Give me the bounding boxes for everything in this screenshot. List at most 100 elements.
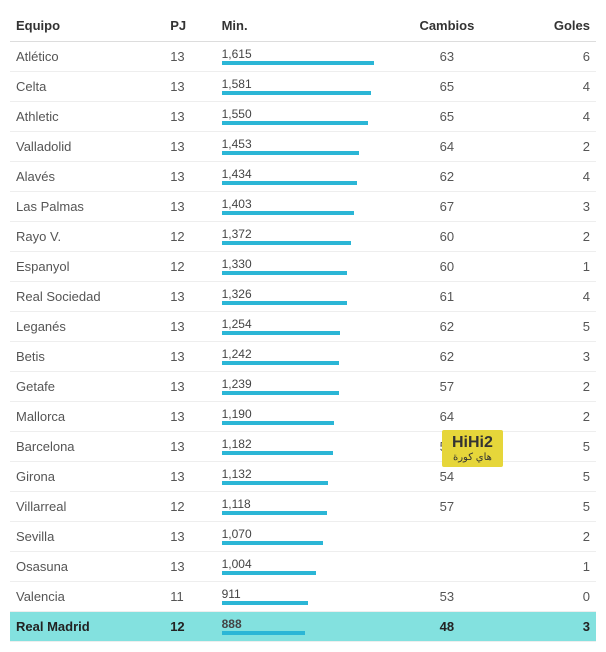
cell-pj: 11 — [164, 582, 215, 612]
cell-cambios: 65 — [380, 102, 514, 132]
min-value-label: 1,118 — [222, 498, 374, 510]
table-row: Betis131,242623 — [10, 342, 596, 372]
cell-equipo: Las Palmas — [10, 192, 164, 222]
min-bar-track — [222, 331, 374, 335]
min-bar-fill — [222, 391, 339, 395]
min-bar-fill — [222, 91, 371, 95]
cell-goles: 5 — [514, 492, 596, 522]
cell-pj: 13 — [164, 432, 215, 462]
cell-equipo: Valladolid — [10, 132, 164, 162]
cell-pj: 12 — [164, 222, 215, 252]
cell-cambios: 53 — [380, 582, 514, 612]
cell-min: 1,190 — [216, 402, 380, 432]
min-bar-fill — [222, 511, 328, 515]
cell-goles: 2 — [514, 372, 596, 402]
cell-cambios: 62 — [380, 312, 514, 342]
min-bar-fill — [222, 151, 359, 155]
min-value-label: 1,132 — [222, 468, 374, 480]
cell-equipo: Osasuna — [10, 552, 164, 582]
cell-equipo: Betis — [10, 342, 164, 372]
cell-equipo: Athletic — [10, 102, 164, 132]
cell-cambios: 61 — [380, 282, 514, 312]
cell-goles: 4 — [514, 102, 596, 132]
cell-goles: 1 — [514, 552, 596, 582]
min-bar-fill — [222, 541, 323, 545]
min-bar-track — [222, 541, 374, 545]
cell-pj: 13 — [164, 192, 215, 222]
cell-cambios: 60 — [380, 222, 514, 252]
cell-cambios: 64 — [380, 402, 514, 432]
min-bar-fill — [222, 241, 352, 245]
min-value-label: 1,326 — [222, 288, 374, 300]
cell-goles: 6 — [514, 42, 596, 72]
cell-min: 1,326 — [216, 282, 380, 312]
min-value-label: 888 — [222, 618, 374, 630]
cell-pj: 12 — [164, 252, 215, 282]
min-bar-track — [222, 241, 374, 245]
cell-cambios: 62 — [380, 162, 514, 192]
cell-cambios: 64 — [380, 132, 514, 162]
cell-min: 1,453 — [216, 132, 380, 162]
cell-equipo: Espanyol — [10, 252, 164, 282]
cell-cambios — [380, 552, 514, 582]
cell-pj: 13 — [164, 42, 215, 72]
header-row: Equipo PJ Min. Cambios Goles — [10, 10, 596, 42]
cell-goles: 2 — [514, 522, 596, 552]
stats-table: Equipo PJ Min. Cambios Goles Atlético131… — [10, 10, 596, 642]
cell-goles: 5 — [514, 462, 596, 492]
min-value-label: 1,453 — [222, 138, 374, 150]
cell-pj: 12 — [164, 612, 215, 642]
cell-goles: 5 — [514, 432, 596, 462]
table-row: Girona131,132545 — [10, 462, 596, 492]
min-value-label: 1,190 — [222, 408, 374, 420]
cell-goles: 3 — [514, 612, 596, 642]
cell-pj: 13 — [164, 102, 215, 132]
cell-min: 1,132 — [216, 462, 380, 492]
cell-pj: 13 — [164, 282, 215, 312]
table-row: Espanyol121,330601 — [10, 252, 596, 282]
cell-pj: 13 — [164, 462, 215, 492]
cell-min: 1,242 — [216, 342, 380, 372]
min-value-label: 911 — [222, 588, 374, 600]
min-value-label: 1,239 — [222, 378, 374, 390]
min-bar-track — [222, 61, 374, 65]
min-value-label: 1,254 — [222, 318, 374, 330]
cell-goles: 2 — [514, 402, 596, 432]
table-row: Alavés131,434624 — [10, 162, 596, 192]
cell-equipo: Girona — [10, 462, 164, 492]
min-bar-track — [222, 391, 374, 395]
cell-min: 1,372 — [216, 222, 380, 252]
min-bar-track — [222, 361, 374, 365]
table-row: Villarreal121,118575 — [10, 492, 596, 522]
cell-min: 1,239 — [216, 372, 380, 402]
cell-cambios: 63 — [380, 42, 514, 72]
min-bar-track — [222, 451, 374, 455]
cell-cambios: 59 — [380, 432, 514, 462]
cell-equipo: Mallorca — [10, 402, 164, 432]
cell-goles: 0 — [514, 582, 596, 612]
cell-pj: 13 — [164, 552, 215, 582]
cell-goles: 4 — [514, 282, 596, 312]
min-value-label: 1,434 — [222, 168, 374, 180]
min-bar-fill — [222, 271, 348, 275]
table-row: Sevilla131,0702 — [10, 522, 596, 552]
min-bar-fill — [222, 331, 340, 335]
min-bar-fill — [222, 601, 308, 605]
cell-cambios: 62 — [380, 342, 514, 372]
min-bar-track — [222, 121, 374, 125]
cell-min: 1,070 — [216, 522, 380, 552]
cell-equipo: Real Madrid — [10, 612, 164, 642]
cell-equipo: Alavés — [10, 162, 164, 192]
table-row: Real Madrid12888483 — [10, 612, 596, 642]
cell-equipo: Leganés — [10, 312, 164, 342]
col-header-min: Min. — [216, 10, 380, 42]
cell-min: 911 — [216, 582, 380, 612]
cell-cambios: 57 — [380, 492, 514, 522]
min-value-label: 1,581 — [222, 78, 374, 90]
cell-goles: 3 — [514, 342, 596, 372]
table-row: Celta131,581654 — [10, 72, 596, 102]
table-row: Valencia11911530 — [10, 582, 596, 612]
min-bar-track — [222, 151, 374, 155]
min-bar-fill — [222, 571, 317, 575]
cell-min: 1,004 — [216, 552, 380, 582]
